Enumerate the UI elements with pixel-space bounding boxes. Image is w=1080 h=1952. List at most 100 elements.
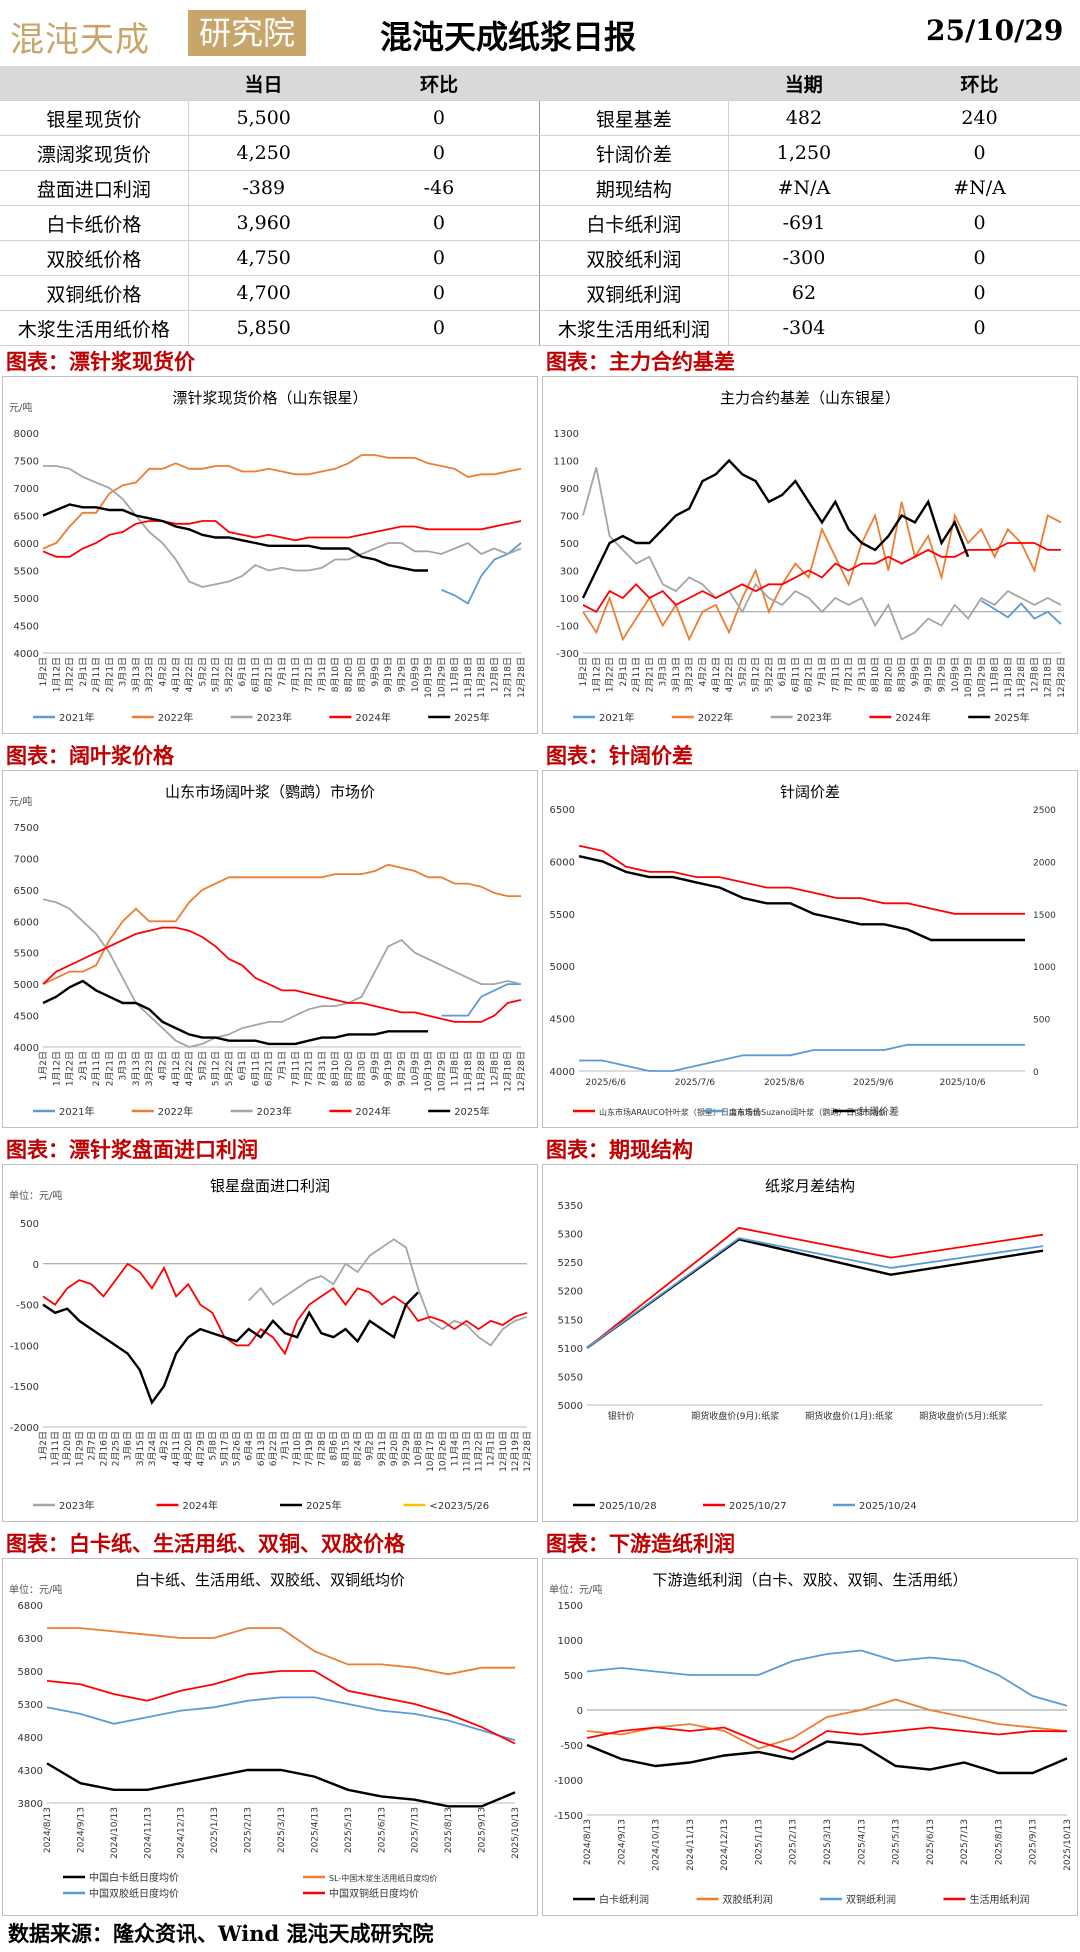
y-tick-label: 300 (560, 567, 579, 578)
x-tick-label: 2024/8/13 (43, 1807, 53, 1853)
x-tick-label: 9月29日 (397, 657, 408, 692)
series-line (42, 898, 522, 1048)
x-tick-label: 7月28日 (316, 1431, 327, 1466)
x-tick-label: 11月28日 (1016, 657, 1027, 698)
legend-label: 2021年 (59, 1105, 94, 1118)
x-tick-label: 2025/8/6 (764, 1078, 805, 1088)
x-tick-label: 12月8日 (489, 657, 500, 692)
x-tick-label: 5月2日 (737, 657, 748, 686)
legend-label: 2021年 (599, 711, 634, 724)
x-tick-label: 3月15日 (135, 1431, 146, 1466)
series-line (42, 1291, 419, 1405)
x-tick-label: 6月21日 (264, 1051, 275, 1086)
x-tick-label: 3月23日 (144, 657, 155, 692)
x-tick-label: 12月8日 (1029, 657, 1040, 692)
table-cell: -46 (338, 170, 540, 206)
y-tick-label: 4300 (18, 1766, 43, 1777)
legend-label: 2022年 (158, 1105, 193, 1118)
chart-title: 白卡纸、生活用纸、双胶纸、双铜纸均价 (135, 1571, 405, 1589)
y-tick-label: -1500 (10, 1382, 39, 1393)
x-tick-label: 11月28日 (476, 1051, 487, 1092)
x-tick-label: 2025/8/13 (994, 1819, 1004, 1865)
y-tick-label: 6000 (14, 539, 39, 550)
x-tick-label: 1月2日 (38, 1431, 49, 1460)
legend-label: 2025/10/27 (729, 1501, 787, 1512)
x-tick-label: 2024/11/13 (143, 1807, 153, 1859)
series-line (582, 542, 1061, 613)
x-tick-label: 2025/8/13 (444, 1807, 454, 1853)
table-row: 双胶纸价格 4,750 0 (0, 240, 540, 276)
y-tick-label: 500 (560, 539, 579, 550)
x-tick-label: 6月1日 (237, 657, 248, 686)
x-tick-label: 5月2日 (197, 1051, 208, 1080)
y-tick-label: 1500 (558, 1601, 583, 1612)
x-tick-label: 5月26日 (232, 1431, 243, 1466)
y-tick-label: 6500 (14, 886, 39, 897)
legend-label: 2024年 (183, 1499, 218, 1512)
y-tick-label: 900 (560, 484, 579, 495)
section-title: 图表：漂针浆盘面进口利润 (6, 1134, 258, 1162)
y-tick-label: 7000 (14, 484, 39, 495)
y-tick-label: 4000 (14, 1043, 39, 1054)
x-tick-label: 2月16日 (99, 1431, 110, 1466)
x-tick-label: 6月11日 (790, 657, 801, 692)
table-cell: 0 (338, 240, 540, 276)
chart-panel: 针阔价差 4000 4500 5000 5500 6000 6500 0 500 1000 1500… (542, 770, 1078, 1128)
x-tick-label: 11月28日 (476, 657, 487, 698)
x-tick-label: 6月22日 (268, 1431, 279, 1466)
x-tick-label: 9月29日 (937, 657, 948, 692)
x-tick-label: 2024/8/13 (583, 1819, 593, 1865)
table-cell: 木浆生活用纸价格 (0, 310, 189, 346)
x-tick-label: 8月30日 (897, 657, 908, 692)
x-tick-label: 7月11日 (830, 657, 841, 692)
table-cell: #N/A (728, 170, 880, 206)
y-tick-label: -500 (16, 1301, 39, 1312)
table-row: 漂阔浆现货价 4,250 0 (0, 135, 540, 171)
y-tick-label: 5250 (558, 1258, 583, 1269)
y-tick-label: 6300 (18, 1634, 43, 1645)
series-line (579, 1043, 1025, 1072)
legend-label: 山东市场Suzano阔叶浆（鹦鹉）日度市场价 (729, 1107, 886, 1117)
x-tick-label: 12月18日 (503, 1051, 514, 1092)
table-header-cell: 当期 (728, 66, 880, 101)
x-tick-label: 8月30日 (357, 657, 368, 692)
x-tick-label: 5月12日 (211, 657, 222, 692)
series-line (248, 1238, 528, 1347)
legend-label: 双胶纸利润 (723, 1893, 773, 1906)
x-tick-label: 1月2日 (578, 657, 589, 686)
x-tick-label: 9月19日 (923, 657, 934, 692)
y-tick-label: 5000 (558, 1401, 583, 1412)
x-tick-label: 2月25日 (111, 1431, 122, 1466)
chart-downstream-profit: 下游造纸利润（白卡、双胶、双铜、生活用纸） 单位：元/吨 -1500 -1000 -50… (549, 1571, 1073, 1906)
legend-label: 2025年 (454, 711, 489, 724)
y-tick-label: 4500 (550, 1015, 575, 1026)
x-tick-label: 4月22日 (724, 657, 735, 692)
legend-label: 2025年 (306, 1499, 341, 1512)
series-line (582, 501, 1062, 642)
table-row: 银星基差 482 240 (540, 100, 1080, 136)
table-cell: 482 (728, 100, 880, 136)
x-tick-label: 1月29日 (74, 1431, 85, 1466)
y-tick-label: 5500 (550, 910, 575, 921)
x-tick-label: 11月8日 (450, 1051, 461, 1086)
y-tick-label: 6500 (14, 512, 39, 523)
table-header-cell: 当日 (188, 66, 339, 101)
x-tick-label: 11月8日 (990, 657, 1001, 692)
x-tick-label: 4月12日 (171, 657, 182, 692)
x-tick-label: 2025/10/13 (511, 1807, 521, 1859)
y-tick-label: 1300 (554, 429, 579, 440)
y-tick-label: 6000 (14, 917, 39, 928)
x-tick-label: 7月11日 (290, 657, 301, 692)
table-cell: 木浆生活用纸利润 (540, 310, 729, 346)
legend-label: 2022年 (158, 711, 193, 724)
x-tick-label: 7月10日 (292, 1431, 303, 1466)
legend-label: 2025年 (454, 1105, 489, 1118)
x-tick-label: 7月1日 (817, 657, 828, 686)
x-tick-label: 4月2日 (158, 1051, 169, 1080)
y2-tick-label: 2000 (1033, 858, 1056, 868)
x-tick-label: 1月2日 (38, 657, 49, 686)
x-tick-label: 7月31日 (317, 1051, 328, 1086)
x-tick-label: 9月9日 (370, 1051, 381, 1080)
y-tick-label: -1500 (554, 1811, 583, 1822)
x-tick-label: 2025/4/13 (857, 1819, 867, 1865)
